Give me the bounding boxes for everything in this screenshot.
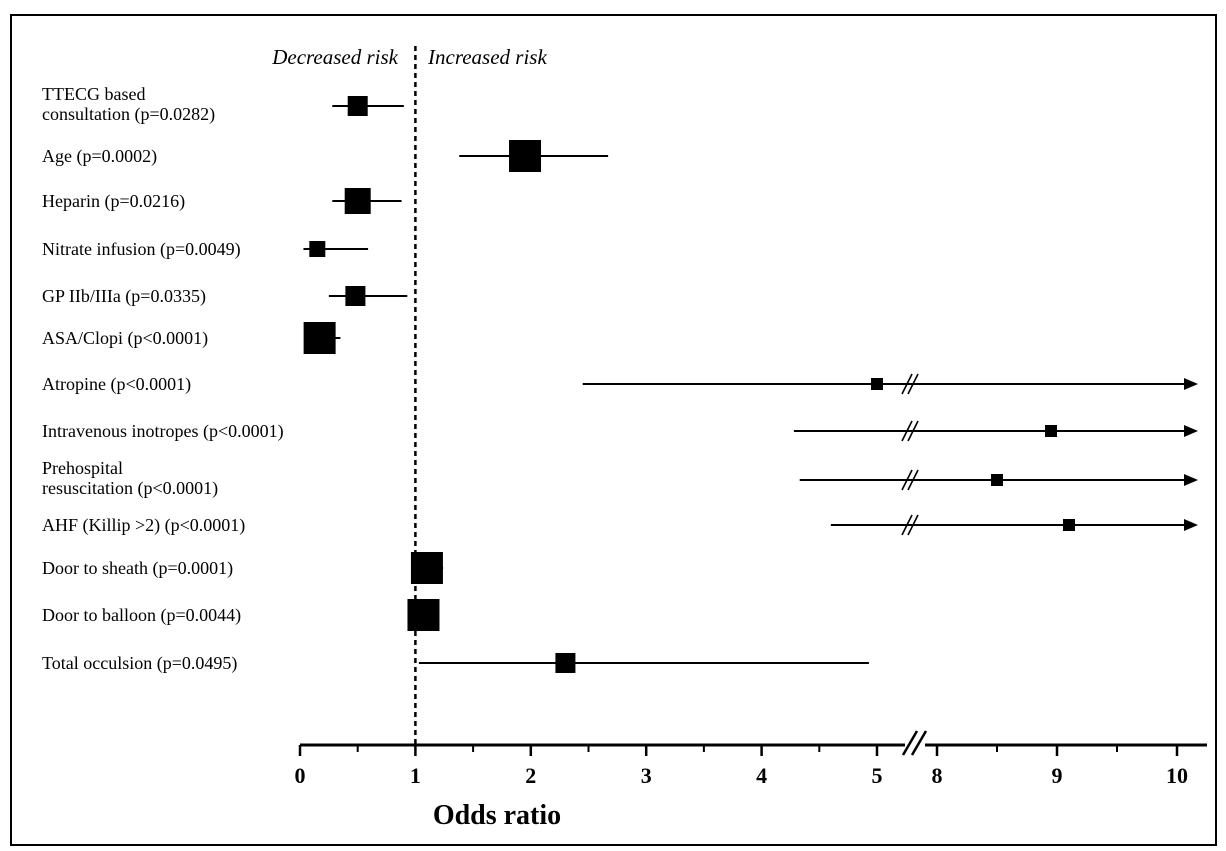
break-mark: [907, 469, 919, 491]
decreased-risk-label: Decreased risk: [271, 45, 398, 69]
point-estimate: [345, 286, 366, 306]
point-estimate: [1045, 425, 1057, 437]
ci-arrow: [1184, 519, 1198, 531]
row-label: Heparin (p=0.0216): [42, 191, 185, 212]
row-label: Door to sheath (p=0.0001): [42, 558, 233, 579]
increased-risk-label: Increased risk: [427, 45, 547, 69]
x-tick-label: 8: [932, 763, 943, 788]
break-mark: [907, 514, 919, 536]
row-label: Age (p=0.0002): [42, 146, 157, 167]
ci-arrow: [1184, 425, 1198, 437]
row-label: GP IIb/IIIa (p=0.0335): [42, 286, 206, 307]
row-label: Intravenous inotropes (p<0.0001): [42, 421, 284, 442]
point-estimate: [509, 140, 542, 172]
x-tick-label: 3: [641, 763, 652, 788]
x-tick-label: 1: [410, 763, 421, 788]
row-label: AHF (Killip >2) (p<0.0001): [42, 515, 245, 536]
point-estimate: [410, 552, 443, 584]
point-estimate: [347, 96, 368, 116]
x-tick-label: 9: [1052, 763, 1063, 788]
row-label: Door to balloon (p=0.0044): [42, 605, 241, 626]
break-mark: [907, 373, 919, 395]
x-tick-label: 4: [756, 763, 767, 788]
point-estimate: [309, 241, 326, 257]
row-label: Prehospital: [42, 458, 123, 478]
row-label: Total occulsion (p=0.0495): [42, 653, 237, 674]
x-axis-title: Odds ratio: [433, 800, 561, 831]
point-estimate: [871, 378, 883, 390]
point-estimate: [1063, 519, 1075, 531]
row-label: Nitrate infusion (p=0.0049): [42, 239, 241, 260]
ci-arrow: [1184, 474, 1198, 486]
axis-break-mark: [910, 730, 928, 756]
row-label: consultation (p=0.0282): [42, 104, 215, 125]
axis-break-mark: [901, 730, 919, 756]
ci-arrow: [1184, 378, 1198, 390]
row-label: Atropine (p<0.0001): [42, 374, 191, 395]
break-mark: [901, 469, 913, 491]
break-mark: [901, 420, 913, 442]
x-tick-label: 0: [295, 763, 306, 788]
row-label: ASA/Clopi (p<0.0001): [42, 328, 208, 349]
break-mark: [901, 514, 913, 536]
break-mark: [907, 420, 919, 442]
x-tick-label: 2: [525, 763, 536, 788]
row-label: resuscitation (p<0.0001): [42, 478, 218, 499]
point-estimate: [555, 653, 576, 673]
point-estimate: [407, 599, 440, 631]
point-estimate: [303, 322, 336, 354]
point-estimate: [344, 188, 371, 214]
x-tick-label: 10: [1166, 763, 1188, 788]
row-label: TTECG based: [42, 84, 145, 104]
point-estimate: [991, 474, 1003, 486]
x-tick-label: 5: [872, 763, 883, 788]
break-mark: [901, 373, 913, 395]
